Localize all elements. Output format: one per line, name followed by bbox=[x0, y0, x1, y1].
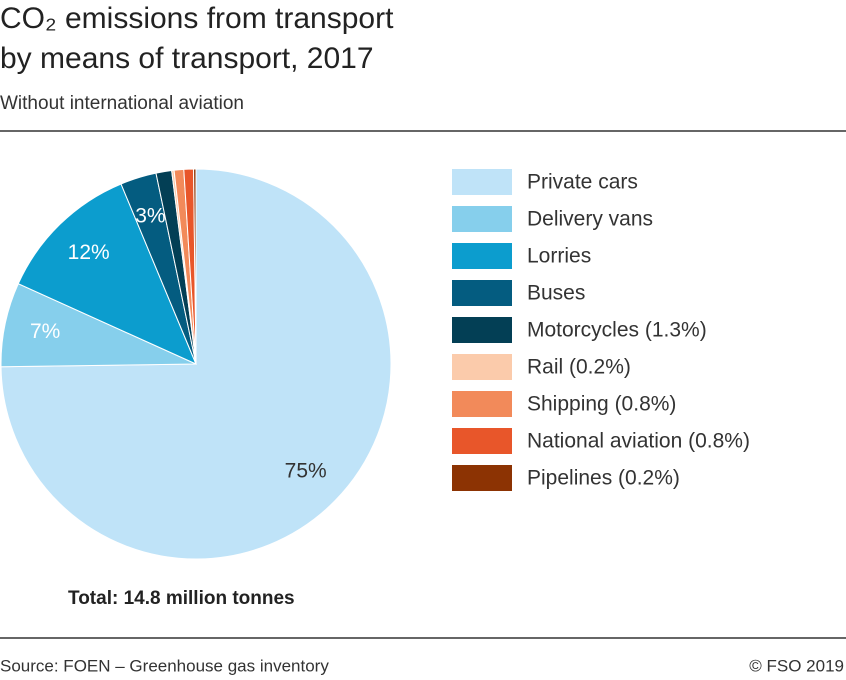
legend-swatch bbox=[452, 317, 512, 343]
legend-label: Shipping (0.8%) bbox=[527, 393, 676, 416]
chart-title: by means of transport, 2017 bbox=[0, 42, 374, 75]
legend-label: Delivery vans bbox=[527, 208, 653, 231]
chart-subtitle: Without international aviation bbox=[0, 93, 244, 114]
legend-label: Lorries bbox=[527, 245, 591, 268]
legend-label: Motorcycles (1.3%) bbox=[527, 319, 707, 342]
legend-swatch bbox=[452, 243, 512, 269]
legend-label: National aviation (0.8%) bbox=[527, 430, 750, 453]
slice-label: 3% bbox=[135, 204, 165, 227]
source: Source: FOEN – Greenhouse gas inventory bbox=[0, 656, 329, 675]
legend-label: Buses bbox=[527, 282, 585, 305]
legend-swatch bbox=[452, 465, 512, 491]
legend-swatch bbox=[452, 169, 512, 195]
total-annotation: Total: 14.8 million tonnes bbox=[68, 588, 295, 609]
pie-slice bbox=[193, 168, 197, 365]
legend-label: Private cars bbox=[527, 171, 638, 194]
pie-slice bbox=[17, 183, 197, 365]
chart-title: CO₂ emissions from transport bbox=[0, 2, 394, 35]
legend-swatch bbox=[452, 428, 512, 454]
legend-label: Rail (0.2%) bbox=[527, 356, 631, 379]
slice-label: 12% bbox=[68, 241, 110, 264]
legend-swatch bbox=[452, 391, 512, 417]
legend-label: Pipelines (0.2%) bbox=[527, 467, 680, 490]
legend-swatch bbox=[452, 206, 512, 232]
legend-swatch bbox=[452, 280, 512, 306]
credit: © FSO 2019 bbox=[749, 656, 844, 675]
slice-label: 7% bbox=[30, 320, 60, 343]
slice-label: 75% bbox=[285, 460, 327, 483]
pie-slice bbox=[0, 168, 392, 560]
legend-swatch bbox=[452, 354, 512, 380]
